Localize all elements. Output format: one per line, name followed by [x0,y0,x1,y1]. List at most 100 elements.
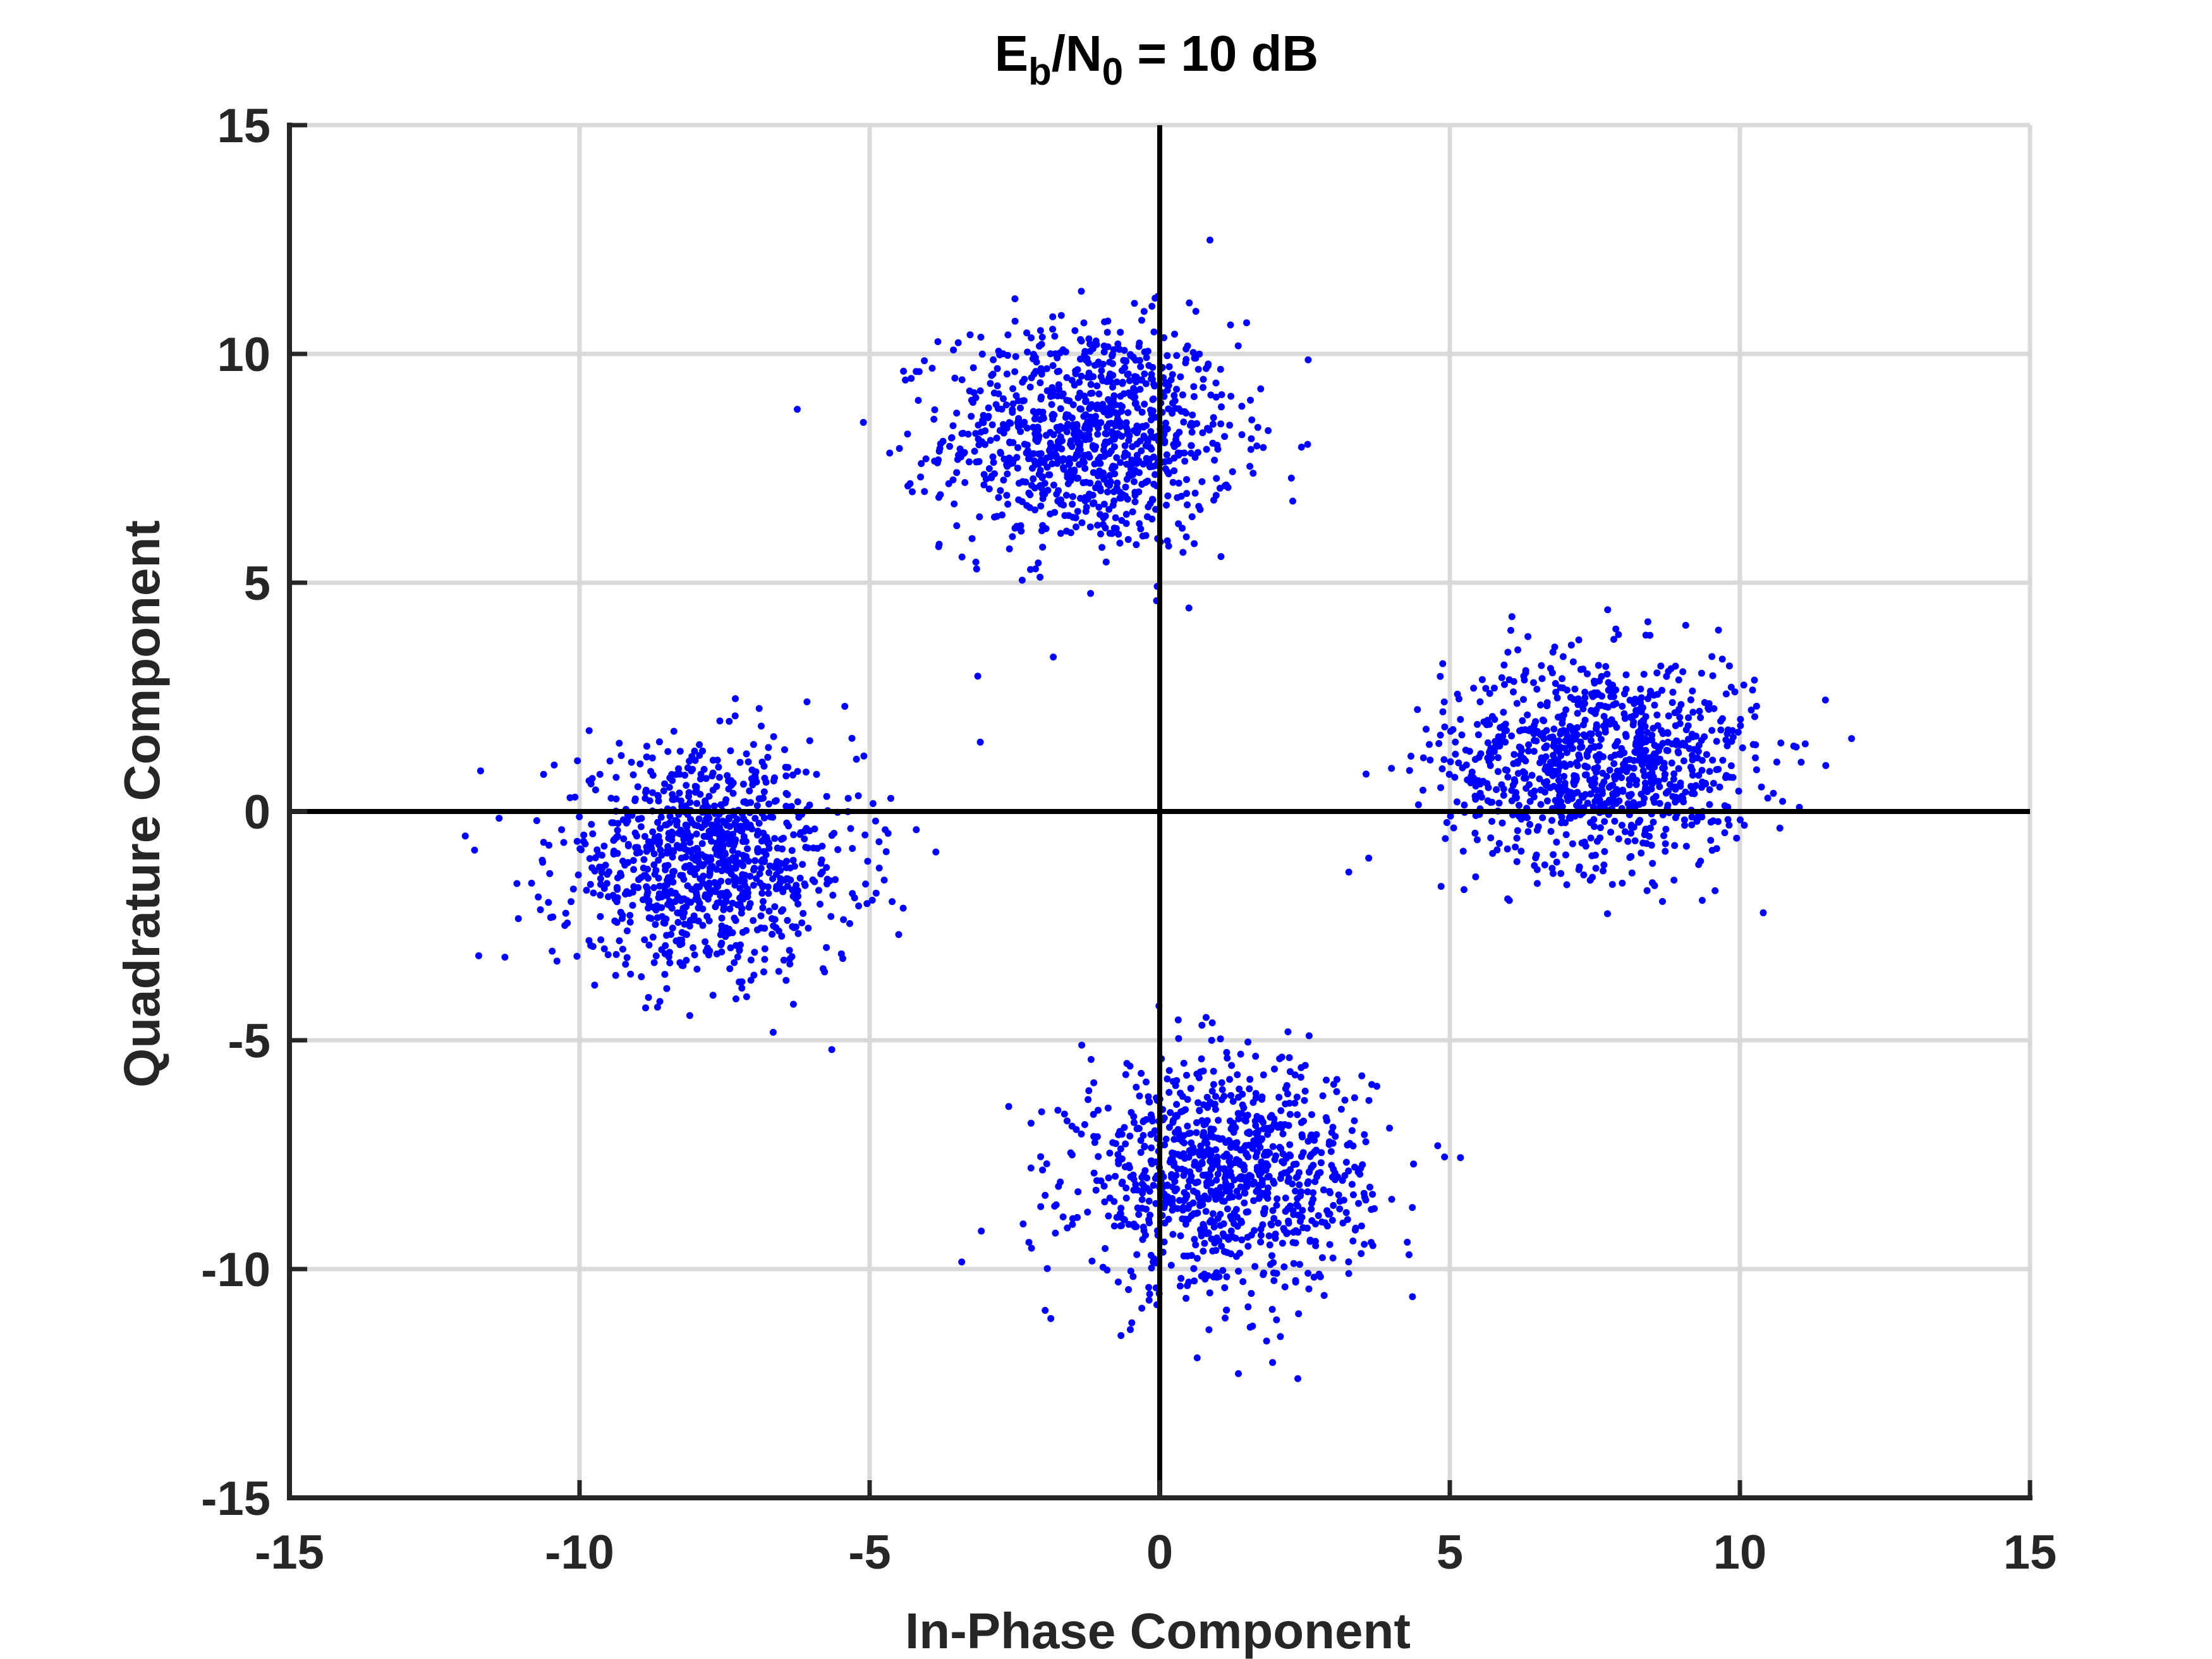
scatter-point [823,944,830,951]
scatter-point [1470,684,1478,692]
scatter-point [1015,415,1023,422]
scatter-point [1129,1171,1137,1179]
scatter-point [1631,837,1639,844]
scatter-point [753,802,761,810]
scatter-point [1320,1292,1328,1299]
scatter-point [1184,1122,1191,1130]
scatter-point [1128,456,1136,464]
scatter-point [1035,426,1042,434]
scatter-point [1004,331,1012,339]
scatter-point [616,937,623,944]
scatter-point [1036,327,1044,334]
scatter-point [1294,1173,1301,1181]
scatter-point [1345,1270,1352,1277]
scatter-point [1719,757,1727,764]
scatter-point [1251,1263,1259,1270]
scatter-point [1638,720,1644,728]
scatter-point [1183,476,1190,483]
scatter-point [1004,470,1011,478]
scatter-point [736,860,743,866]
scatter-point [784,916,791,924]
scatter-point [1677,701,1685,708]
scatter-point [1337,1105,1345,1113]
scatter-point [1118,1222,1125,1229]
scatter-point [612,971,619,979]
scatter-point [711,802,718,810]
scatter-point [1484,754,1492,762]
scatter-point [767,813,774,820]
scatter-point [1028,1244,1035,1252]
scatter-point [1215,1273,1223,1280]
scatter-point [1054,459,1061,467]
scatter-point [1122,419,1130,427]
scatter-point [1226,1076,1234,1083]
scatter-point [1648,753,1656,761]
scatter-point [1225,1236,1232,1243]
scatter-point [1703,751,1710,758]
scatter-point [1526,781,1533,788]
scatter-point [1499,732,1507,740]
scatter-point [1735,787,1742,795]
scatter-point [612,951,620,958]
scatter-point [1435,740,1443,747]
scatter-point [1588,730,1595,738]
scatter-point [604,951,612,959]
scatter-point [1472,873,1480,880]
scatter-point [1105,1212,1112,1220]
scatter-point [1297,1119,1305,1126]
scatter-point [669,853,676,861]
scatter-point [774,844,781,852]
scatter-point [628,758,635,766]
scatter-point [1209,420,1217,428]
scatter-point [1036,343,1043,350]
scatter-point [1189,1144,1197,1152]
scatter-point [1723,730,1731,738]
scatter-point [686,1012,693,1019]
scatter-point [1502,738,1509,746]
scatter-point [1190,393,1198,400]
scatter-point [718,948,726,956]
scatter-point [904,482,911,490]
scatter-point [1729,774,1737,781]
scatter-point [678,797,684,805]
scatter-point [1069,401,1077,408]
scatter-point [1668,699,1676,707]
scatter-point [649,933,657,941]
scatter-point [1670,877,1678,884]
y-tick-label: -10 [201,1243,270,1297]
scatter-point [1516,801,1522,809]
scatter-point [1246,1130,1253,1138]
scatter-point [1237,1217,1245,1225]
scatter-point [1091,1139,1098,1146]
scatter-point [1731,688,1739,696]
scatter-point [951,500,958,507]
scatter-point [1445,770,1453,778]
scatter-point [1049,325,1057,333]
scatter-point [922,455,930,463]
scatter-point [729,779,737,787]
scatter-point [1642,825,1650,833]
scatter-point [620,835,628,842]
scatter-point [765,908,773,915]
scatter-point [528,880,535,887]
scatter-point [1106,358,1114,366]
scatter-point [1310,1162,1317,1169]
scatter-point [760,814,768,822]
scatter-point [666,959,674,966]
scatter-point [669,791,676,798]
scatter-point [1407,753,1414,760]
scatter-point [1129,443,1136,451]
scatter-point [1351,1094,1358,1102]
scatter-point [1072,367,1079,375]
scatter-point [1217,553,1225,561]
scatter-point [718,828,726,836]
scatter-point [1611,751,1619,759]
scatter-point [655,793,662,800]
scatter-point [1632,707,1640,714]
scatter-point [1607,829,1615,836]
scatter-point [805,925,812,932]
scatter-point [823,880,830,888]
scatter-point [724,866,732,874]
scatter-point [1562,727,1570,735]
scatter-point [1148,1264,1155,1272]
